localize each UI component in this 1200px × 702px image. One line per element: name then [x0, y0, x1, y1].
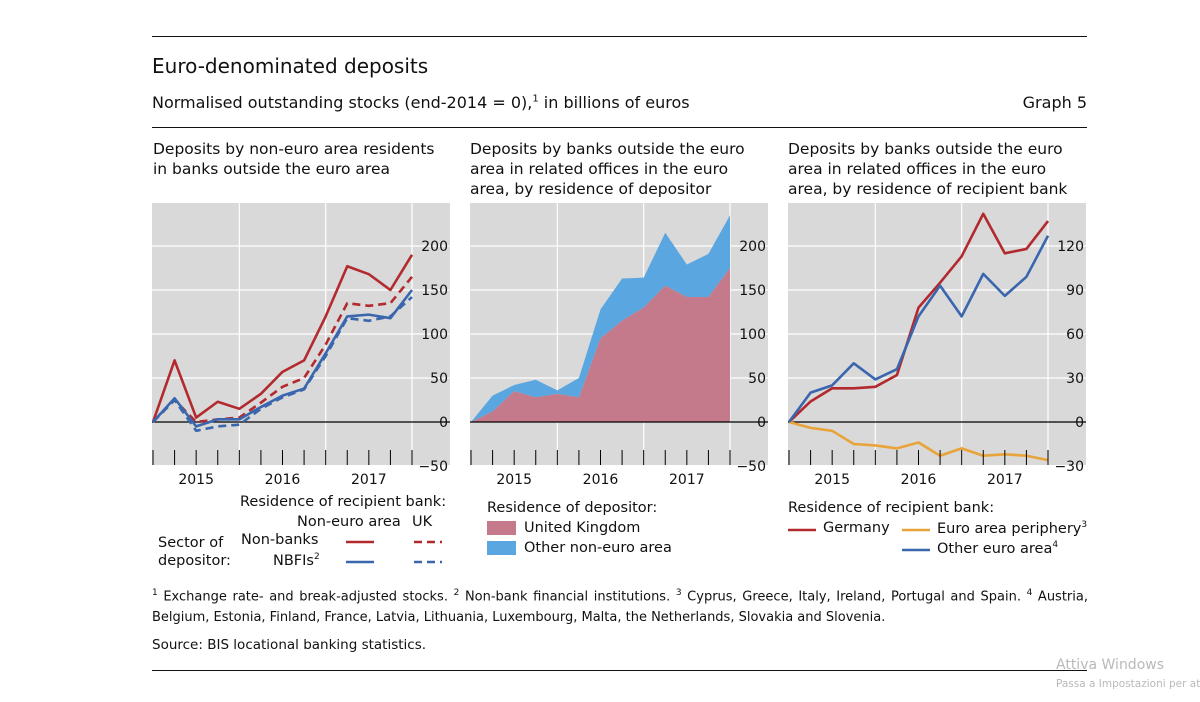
y-tick-label: 30 — [1066, 371, 1084, 387]
panel3-legend-periphery: Euro area periphery3 — [937, 520, 1087, 537]
page-title: Euro-denominated deposits — [152, 54, 429, 78]
y-tick-label: 60 — [1066, 327, 1084, 343]
panel1-legend-nbfis: NBFIs2 — [273, 552, 320, 569]
other-euro-label: Other euro area — [937, 540, 1053, 557]
area-other-non-euro — [471, 215, 730, 422]
x-tick-label: 2017 — [669, 472, 705, 488]
y-tick-label: 90 — [1066, 283, 1084, 299]
panel2-legend-uk: United Kingdom — [524, 520, 641, 536]
sector-line1: Sector of — [158, 535, 224, 551]
x-tick-label: 2015 — [178, 472, 214, 488]
panel2-legend-other: Other non-euro area — [524, 540, 672, 556]
panel3-legend-heading: Residence of recipient bank: — [788, 500, 995, 516]
series-line-1 — [152, 275, 414, 424]
fn4-num: 4 — [1026, 588, 1033, 598]
subtitle: Normalised outstanding stocks (end-2014 … — [152, 93, 690, 112]
panel2-title: Deposits by banks outside the euro area … — [470, 140, 745, 198]
fn2-text: Non-bank financial institutions. — [459, 589, 676, 605]
panel3-legend-germany: Germany — [823, 520, 890, 536]
x-tick-label: 2015 — [814, 472, 850, 488]
x-tick-label: 2017 — [351, 472, 387, 488]
y-tick-label: 200 — [739, 239, 766, 255]
series-line-2 — [152, 289, 414, 428]
panel1-legend-heading: Residence of recipient bank: — [240, 494, 447, 510]
series-line-0 — [788, 212, 1050, 423]
bottom-rule — [152, 670, 1087, 671]
fn3-num: 3 — [675, 588, 682, 598]
y-tick-label: 100 — [421, 327, 448, 343]
periphery-label: Euro area periphery — [937, 520, 1082, 537]
subtitle-footnote-ref: 1 — [532, 93, 539, 105]
nbfis-label: NBFIs — [273, 552, 314, 569]
footnotes: 1 Exchange rate- and break-adjusted stoc… — [152, 583, 1088, 628]
subtitle-main: Normalised outstanding stocks (end-2014 … — [152, 93, 533, 112]
panel2-legend-heading: Residence of depositor: — [487, 500, 658, 516]
fn1-text: Exchange rate- and break-adjusted stocks… — [157, 589, 454, 605]
panel1-chart: 2015 2016 2017 −50 0 50 100 150 200 — [151, 203, 450, 488]
y-tick-label: 50 — [430, 371, 448, 387]
y-tick-label: 150 — [421, 283, 448, 299]
x-tick-label: 2017 — [987, 472, 1023, 488]
y-tick-label: −50 — [736, 459, 766, 475]
watermark-subtitle: Passa a Impostazioni per atti — [1056, 678, 1200, 690]
y-tick-label: 100 — [739, 327, 766, 343]
x-tick-label: 2015 — [496, 472, 532, 488]
watermark-title: Attiva Windows — [1056, 657, 1165, 673]
panel3-legend-other: Other euro area4 — [937, 540, 1058, 557]
fn4-text: Austria, Belgium, Estonia, Finland, Fran… — [152, 589, 1088, 626]
series-line-3 — [152, 296, 413, 433]
y-tick-label: −30 — [1054, 459, 1084, 475]
x-tick-label: 2016 — [901, 472, 937, 488]
nbfis-footnote-ref: 2 — [313, 552, 320, 562]
graph-label: Graph 5 — [1022, 93, 1087, 112]
y-tick-label: 50 — [748, 371, 766, 387]
fn1-num: 1 — [152, 588, 158, 598]
area-united-kingdom — [471, 268, 730, 422]
panel1-legend-sector-label: Sector of depositor: — [158, 534, 231, 570]
series-line-2 — [787, 235, 1050, 423]
series-line-0 — [151, 254, 414, 423]
other-euro-footnote-ref: 4 — [1052, 540, 1059, 550]
legend-swatch-other-non-euro — [487, 541, 516, 555]
panel3-title: Deposits by banks outside the euro area … — [788, 140, 1068, 198]
panel1-legend-nonbanks: Non-banks — [241, 532, 319, 548]
y-tick-label: 120 — [1057, 239, 1084, 255]
source-note: Source: BIS locational banking statistic… — [152, 637, 427, 653]
panel1-legend-col-uk: UK — [412, 514, 433, 530]
fn2-num: 2 — [453, 588, 460, 598]
y-tick-label: 150 — [739, 283, 766, 299]
subtitle-units: in billions of euros — [538, 93, 690, 112]
panel3-chart: 2015 2016 2017 −30 0 30 60 90 120 — [787, 203, 1086, 488]
sector-line2: depositor: — [158, 553, 231, 569]
fn3-text: Cyprus, Greece, Italy, Ireland, Portugal… — [681, 589, 1027, 605]
legend-markers — [346, 521, 930, 564]
x-tick-label: 2016 — [265, 472, 301, 488]
y-tick-label: −50 — [418, 459, 448, 475]
legend-swatch-united-kingdom — [487, 521, 516, 535]
panel2-chart: 2015 2016 2017 −50 0 50 100 150 200 — [470, 203, 768, 488]
panel1-legend-col-non-euro: Non-euro area — [297, 514, 401, 530]
x-tick-label: 2016 — [583, 472, 619, 488]
panel1-title: Deposits by non-euro area residents in b… — [153, 140, 435, 178]
y-tick-label: 0 — [757, 415, 766, 431]
header-rule — [152, 127, 1087, 128]
y-tick-label: 0 — [1075, 415, 1084, 431]
y-tick-label: 0 — [439, 415, 448, 431]
top-rule — [152, 36, 1087, 37]
periphery-footnote-ref: 3 — [1081, 520, 1088, 530]
y-tick-label: 200 — [421, 239, 448, 255]
